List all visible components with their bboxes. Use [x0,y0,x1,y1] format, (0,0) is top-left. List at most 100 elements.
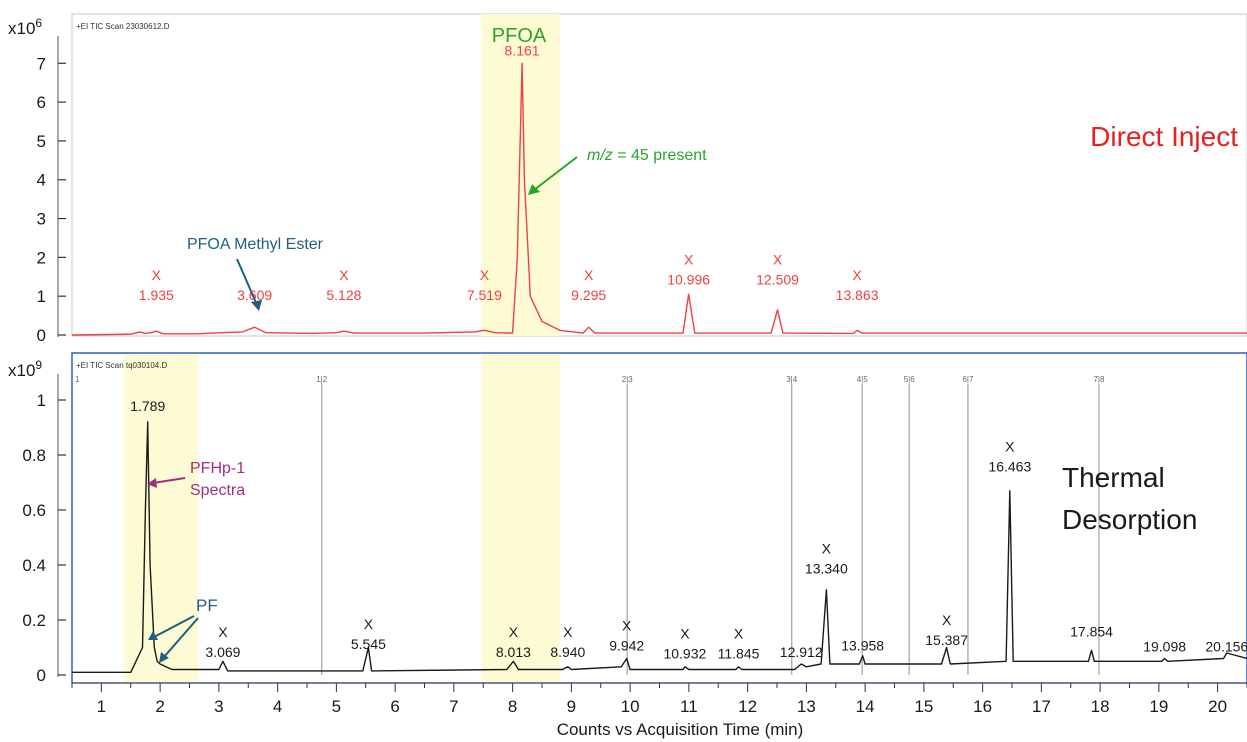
x-tick-label: 13 [797,697,816,716]
bottom-y-tick-label: 0.8 [22,446,46,465]
segment-marker-label: 6|7 [962,375,974,384]
pf-arrowhead-1 [148,631,158,640]
bottom-peak-x-mark: X [680,626,690,642]
bottom-peak-label: 20.156 [1205,639,1247,655]
bottom-y-multiplier: x109 [8,358,42,380]
top-peak-x-mark: X [584,267,594,283]
top-peak-x-mark: X [152,267,162,283]
top-peak-x-mark: X [773,252,783,268]
top-panel-bg [71,13,1247,337]
methyl-ester-label: PFOA Methyl Ester [187,236,324,253]
top-y-tick-label: 4 [37,171,46,190]
x-tick-label: 1 [97,697,106,716]
thermal-label-line1: Thermal [1062,462,1165,493]
top-y-tick-label: 3 [37,210,46,229]
x-tick-label: 19 [1149,697,1168,716]
bottom-highlight-pfhp [123,354,199,682]
bottom-peak-label: 11.845 [718,646,760,662]
pf-arrowhead-2 [159,652,169,663]
top-highlight-band [481,14,560,336]
x-tick-label: 10 [621,697,640,716]
top-peak-label: 12.509 [756,272,799,288]
bottom-peak-label: 8.940 [550,644,585,660]
bottom-peak-x-mark: X [1005,439,1015,455]
mz-annotation: m/z = 45 present [587,147,707,164]
bottom-peak-x-mark: X [218,624,228,640]
direct-inject-label: Direct Inject [1090,121,1238,152]
bottom-peak-label: 1.789 [130,398,165,414]
top-peak-x-mark: X [684,252,694,268]
x-tick-label: 18 [1091,697,1110,716]
bottom-highlight-pfoa [481,354,560,682]
bottom-peak-label: 17.854 [1070,624,1113,640]
top-y-tick-label: 2 [37,248,46,267]
bottom-peak-label: 5.545 [351,636,386,652]
pf-arrow-2 [163,617,199,658]
segment-marker-label: 1|2 [316,375,328,384]
x-tick-label: 17 [1032,697,1051,716]
bottom-peak-x-mark: X [734,626,744,642]
top-header: +EI TIC Scan 23030612.D [76,22,170,31]
x-axis-label: Counts vs Acquisition Time (min) [557,720,804,739]
top-peak-x-mark: X [339,267,349,283]
top-y-multiplier: x106 [8,16,42,38]
thermal-label-line2: Desorption [1062,504,1197,535]
bottom-peak-x-mark: X [822,540,832,556]
pfhp-label-line2: Spectra [190,482,245,499]
top-peak-label: 5.128 [326,287,361,303]
segment-marker-label: 3|4 [786,375,798,384]
x-tick-label: 6 [390,697,399,716]
x-axis: 1 2 3 4 5 6 7 8 9 10 11 12 13 14 15 16 17 18 19 20 [71,682,1247,716]
bottom-peak-x-mark: X [622,617,632,633]
segment-marker-label: 7|8 [1093,375,1105,384]
x-tick-label: 20 [1208,697,1227,716]
top-trace-line [71,62,1247,336]
x-tick-label: 15 [914,697,933,716]
top-peak-label: 1.935 [139,287,174,303]
top-peak-label: 10.996 [667,272,710,288]
bottom-highlight-bands [123,354,560,682]
x-tick-label: 16 [973,697,992,716]
methyl-ester-arrowhead [251,300,262,311]
x-tick-label: 5 [332,697,341,716]
bottom-peak-label: 12.912 [780,644,823,660]
segment-marker-label: 5|6 [904,375,916,384]
top-peak-label: 8.161 [505,43,540,59]
bottom-panel-frame [71,352,1247,684]
bottom-peak-label: 13.958 [841,637,884,653]
segment-marker-label: 4|5 [857,375,869,384]
bottom-peak-labels: 1.789 3.069 X 5.545 X 8.013 X 8.940 X 9.942 X 10.93… [130,398,1247,662]
top-y-tick-label: 5 [37,132,46,151]
x-tick-label: 12 [738,697,757,716]
x-tick-label: 3 [214,697,223,716]
bottom-peak-label: 3.069 [205,644,240,660]
bottom-peak-x-mark: X [509,624,519,640]
pfhp-label-line1: PFHp-1 [190,460,245,477]
bottom-peak-x-mark: X [563,624,573,640]
top-peak-label: 7.519 [467,287,502,303]
bottom-start-marker: 1 [75,375,80,384]
top-peak-labels: 1.935 X 3.609 5.128 X 7.519 X 8.161 9.295 X 10.996… [139,43,879,304]
bottom-trace-layer [72,421,1247,673]
top-peak-label: 13.863 [836,287,879,303]
x-tick-label: 11 [680,697,698,716]
segment-markers: 1|2 2|3 3|4 4|5 5|6 6|7 7|8 [316,375,1105,675]
bottom-peak-label: 8.013 [496,644,531,660]
bottom-y-tick-label: 0 [37,666,46,685]
top-peak-x-mark: X [852,267,862,283]
bottom-peak-label: 10.932 [663,646,706,662]
bottom-peak-label: 9.942 [609,637,644,653]
bottom-peak-label: 13.340 [805,560,848,576]
bottom-trace-line [72,421,1247,673]
bottom-y-tick-label: 1 [37,391,46,410]
top-peak-label: 3.609 [237,287,272,303]
top-highlight-pfoa [481,14,560,336]
bottom-peak-label: 19.098 [1143,639,1186,655]
x-tick-label: 2 [155,697,164,716]
pfhp-arrow [152,477,186,484]
x-tick-label: 7 [449,697,458,716]
x-tick-label: 14 [856,697,875,716]
x-tick-label: 9 [567,697,576,716]
pf-label: PF [196,596,218,615]
